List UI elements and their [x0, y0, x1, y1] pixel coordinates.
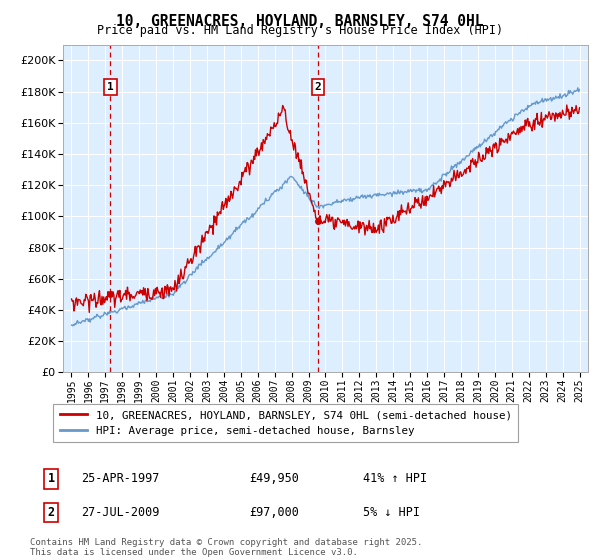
- Text: 5% ↓ HPI: 5% ↓ HPI: [363, 506, 420, 519]
- Text: £97,000: £97,000: [249, 506, 299, 519]
- Text: 10, GREENACRES, HOYLAND, BARNSLEY, S74 0HL: 10, GREENACRES, HOYLAND, BARNSLEY, S74 0…: [116, 14, 484, 29]
- Text: 25-APR-1997: 25-APR-1997: [81, 472, 160, 486]
- Text: 41% ↑ HPI: 41% ↑ HPI: [363, 472, 427, 486]
- Legend: 10, GREENACRES, HOYLAND, BARNSLEY, S74 0HL (semi-detached house), HPI: Average p: 10, GREENACRES, HOYLAND, BARNSLEY, S74 0…: [53, 404, 518, 442]
- Text: 2: 2: [314, 82, 321, 92]
- Text: 2: 2: [47, 506, 55, 519]
- Text: £49,950: £49,950: [249, 472, 299, 486]
- Text: 1: 1: [47, 472, 55, 486]
- Text: Contains HM Land Registry data © Crown copyright and database right 2025.
This d: Contains HM Land Registry data © Crown c…: [30, 538, 422, 557]
- Text: Price paid vs. HM Land Registry's House Price Index (HPI): Price paid vs. HM Land Registry's House …: [97, 24, 503, 37]
- Text: 1: 1: [107, 82, 114, 92]
- Text: 27-JUL-2009: 27-JUL-2009: [81, 506, 160, 519]
